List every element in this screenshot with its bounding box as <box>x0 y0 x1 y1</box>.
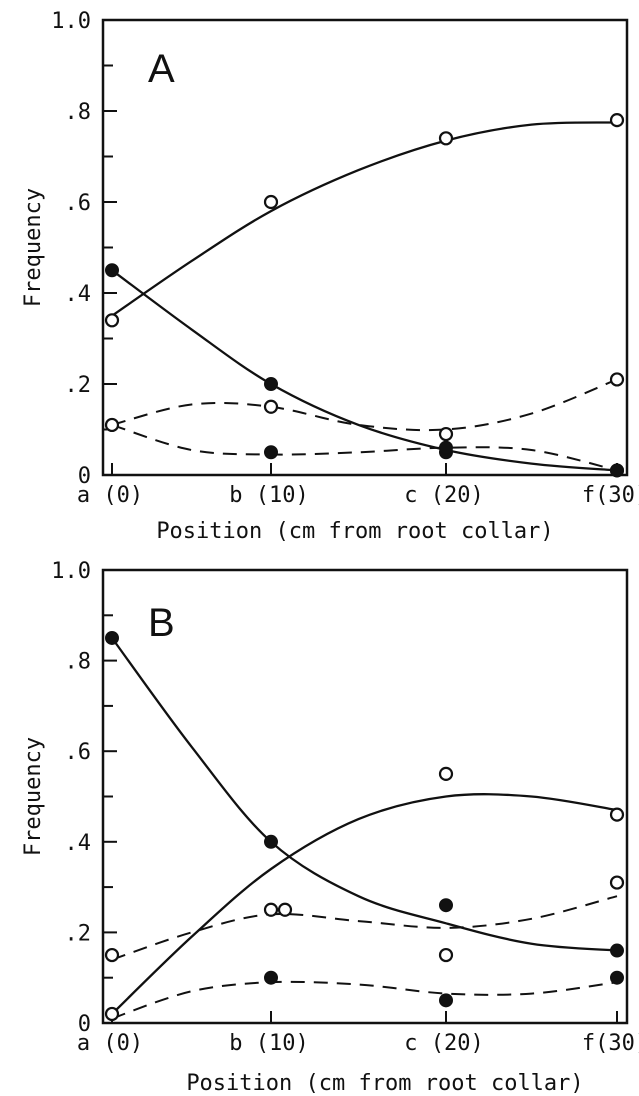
y-tick-label: 0 <box>78 1012 91 1037</box>
y-tick-label: .2 <box>65 921 92 946</box>
series-2-open-point <box>609 807 625 822</box>
series-2-open-point <box>438 766 454 781</box>
plot-frame <box>101 568 629 1025</box>
x-tick-label: c (20) <box>404 1031 483 1056</box>
x-tick-label: b (10) <box>229 1031 308 1056</box>
series-2-open-point <box>104 1006 120 1022</box>
series-2-filled-point <box>105 263 119 278</box>
series-1-open-point <box>104 313 120 328</box>
x-tick-label: a (0) <box>77 1031 143 1056</box>
series-1-filled-point <box>105 630 119 645</box>
series-2-solid-curve <box>111 269 618 472</box>
x-axis-title: Position (cm from root collar) <box>186 1071 583 1096</box>
series-4-filled-point <box>264 445 278 460</box>
series-3-dashed-curve <box>111 378 618 432</box>
x-tick-label: f(30) <box>582 1031 639 1056</box>
series-4-filled-point <box>610 463 624 478</box>
series-1-filled-point <box>264 834 278 849</box>
y-tick-label: 1.0 <box>51 9 91 34</box>
x-tick-label: b (10) <box>229 483 308 508</box>
series-1-filled-point <box>610 943 624 958</box>
y-axis-title: Frequency <box>21 737 46 856</box>
series-3-open-point <box>104 417 120 433</box>
series-4-dashed-curve <box>111 980 618 1020</box>
y-tick-label: 0 <box>78 464 91 489</box>
series-3-open-point <box>609 875 625 890</box>
series-3-open-point <box>438 947 454 963</box>
series-4-filled-point <box>439 993 453 1008</box>
series-3-open-point <box>263 902 279 917</box>
series-3-open-point <box>263 399 279 414</box>
x-tick-label: a (0) <box>77 483 143 508</box>
x-axis-title: Position (cm from root collar) <box>156 519 553 544</box>
y-tick-label: 1.0 <box>51 559 91 584</box>
y-tick-label: .2 <box>65 373 92 398</box>
series-2-filled-point <box>264 377 278 391</box>
series-1-filled-point <box>439 898 453 913</box>
series-3-open-point <box>104 947 120 963</box>
series-1-solid-curve <box>111 121 618 317</box>
panel-label: A <box>148 47 175 91</box>
series-3-open-point <box>277 902 293 917</box>
chart-panel-b: 1.0 .8 .6 .4 .2 0a (0) b (10) c (20) f(30) Freque… <box>21 559 639 1096</box>
series-3-open-point <box>609 372 625 387</box>
y-tick-label: .4 <box>65 831 92 856</box>
series-4-filled-point <box>264 970 278 985</box>
panel-label: B <box>148 601 175 645</box>
x-tick-label: f(30) <box>582 483 639 508</box>
series-3-open-point <box>438 426 454 442</box>
y-tick-label: .6 <box>65 191 92 216</box>
series-2-solid-curve <box>111 793 618 1015</box>
chart-panel-a: 1.0 .8 .6 .4 .2 0a (0) b (10) c (20) f(30) Freque… <box>21 9 639 544</box>
series-4-filled-point <box>439 440 453 455</box>
y-tick-label: .8 <box>65 650 92 675</box>
series-4-filled-point <box>610 970 624 985</box>
series-4-dashed-curve <box>111 423 618 472</box>
series-1-solid-curve <box>111 637 618 952</box>
y-axis-title: Frequency <box>21 188 46 307</box>
y-tick-label: .4 <box>65 282 92 307</box>
series-3-dashed-curve <box>111 895 618 961</box>
x-tick-label: c (20) <box>404 483 483 508</box>
series-1-open-point <box>609 112 625 128</box>
y-tick-label: .8 <box>65 100 92 125</box>
series-1-open-point <box>263 194 279 210</box>
series-1-open-point <box>438 131 454 146</box>
y-tick-label: .6 <box>65 740 92 765</box>
